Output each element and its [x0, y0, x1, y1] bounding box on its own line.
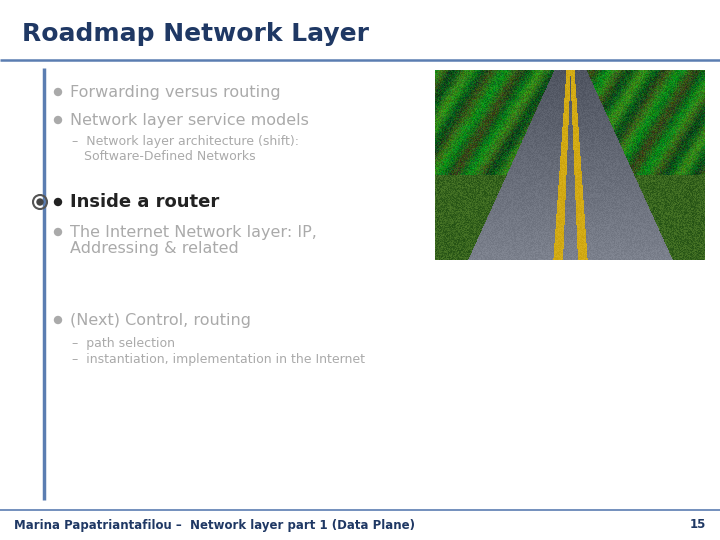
Text: Inside a router: Inside a router [70, 193, 220, 211]
Text: Software-Defined Networks: Software-Defined Networks [84, 150, 256, 163]
Circle shape [55, 228, 61, 235]
Circle shape [37, 199, 43, 205]
Text: Addressing & related: Addressing & related [70, 241, 239, 256]
Text: (Next) Control, routing: (Next) Control, routing [70, 313, 251, 327]
Text: –  path selection: – path selection [72, 338, 175, 350]
Circle shape [55, 117, 61, 124]
Text: 15: 15 [690, 518, 706, 531]
Text: The Internet Network layer: IP,: The Internet Network layer: IP, [70, 225, 317, 240]
Text: –  instantiation, implementation in the Internet: – instantiation, implementation in the I… [72, 354, 365, 367]
Circle shape [55, 316, 61, 323]
Text: Marina Papatriantafilou –  Network layer part 1 (Data Plane): Marina Papatriantafilou – Network layer … [14, 518, 415, 531]
Text: Forwarding versus routing: Forwarding versus routing [70, 84, 281, 99]
Text: Network layer service models: Network layer service models [70, 112, 309, 127]
Text: Roadmap Network Layer: Roadmap Network Layer [22, 22, 369, 46]
Circle shape [55, 199, 61, 206]
Text: –  Network layer architecture (shift):: – Network layer architecture (shift): [72, 136, 299, 148]
Circle shape [55, 89, 61, 96]
